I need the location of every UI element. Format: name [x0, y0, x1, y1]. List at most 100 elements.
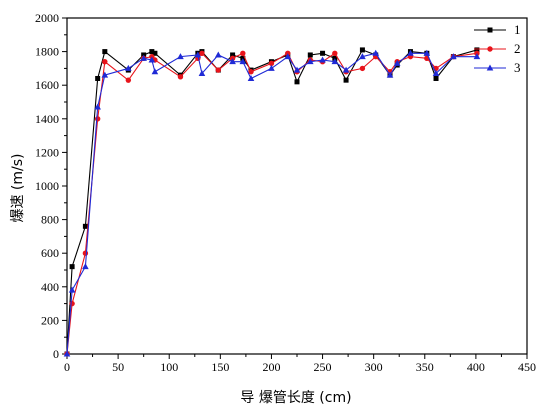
y-tick-label: 0: [53, 347, 59, 361]
series-3-point: [198, 69, 206, 76]
series-1-point: [230, 52, 236, 58]
series-layer: [63, 47, 481, 357]
x-tick-label: 150: [211, 360, 229, 374]
series-1-point: [294, 79, 300, 85]
series-2-point: [177, 74, 184, 80]
legend-label: 2: [514, 41, 521, 56]
series-2-point: [125, 77, 132, 83]
x-tick-label: 50: [112, 360, 124, 374]
series-1-point: [320, 50, 326, 56]
series-3: [63, 49, 481, 357]
series-1-point: [69, 264, 75, 270]
series-3-point: [229, 58, 236, 65]
series-3-point: [94, 103, 101, 110]
series-3-point: [319, 56, 326, 63]
series-3-point: [306, 58, 314, 65]
series-2-point: [82, 250, 89, 256]
series-3-point: [450, 53, 457, 60]
series-3-point: [342, 66, 350, 73]
series-3-point: [68, 286, 76, 293]
series-3-point: [372, 49, 380, 56]
legend-label: 1: [514, 22, 521, 37]
legend-item-3: 3: [474, 60, 521, 75]
x-tick-label: 250: [314, 360, 332, 374]
y-tick-label: 1800: [35, 45, 59, 59]
y-tick-label: 2000: [35, 11, 59, 25]
y-tick-label: 1400: [35, 112, 59, 126]
x-tick-label: 200: [262, 360, 280, 374]
series-2-point: [332, 50, 338, 56]
series-3-point: [125, 64, 132, 71]
series-1-point: [474, 47, 480, 53]
series-2-point: [240, 50, 246, 56]
series-3-point: [268, 64, 275, 71]
series-3-point: [331, 58, 339, 65]
series-1-point: [102, 49, 108, 55]
x-tick-label: 100: [160, 360, 178, 374]
legend-item-1: 1: [474, 22, 521, 37]
legend-item-2: 2: [474, 41, 521, 56]
series-3-point: [140, 54, 147, 61]
series-2-point: [359, 65, 366, 72]
series-1-point: [433, 75, 439, 81]
series-3-point: [293, 66, 301, 73]
x-tick-label: 400: [467, 360, 485, 374]
y-tick-label: 200: [41, 313, 59, 327]
series-3-point: [423, 49, 431, 56]
y-tick-label: 400: [41, 280, 59, 294]
y-tick-label: 1200: [35, 145, 59, 159]
series-3-point: [151, 68, 159, 75]
legend-label: 3: [514, 60, 521, 75]
series-3-point: [194, 51, 202, 58]
legend-marker: [486, 64, 494, 71]
series-3-point: [407, 49, 414, 56]
series-3-point: [393, 59, 401, 66]
series-1-line: [66, 49, 478, 355]
series-2-line: [66, 52, 477, 355]
legend: 1 2 3: [474, 22, 521, 75]
x-tick-label: 0: [64, 360, 70, 374]
series-1-point: [149, 49, 155, 55]
series-3-point: [177, 53, 184, 60]
series-2: [64, 50, 480, 357]
series-2-point: [268, 60, 275, 67]
series-1-point: [343, 77, 349, 83]
x-tick-label: 300: [365, 360, 383, 374]
y-axis-title: 爆速 (m/s): [10, 153, 26, 222]
series-1: [64, 47, 480, 357]
y-tick-label: 600: [41, 246, 59, 260]
series-2-point: [248, 69, 254, 75]
series-3-point: [63, 350, 71, 357]
y-tick-label: 1600: [35, 78, 59, 92]
x-tick-label: 450: [518, 360, 536, 374]
series-3-point: [239, 58, 247, 65]
series-1-point: [82, 223, 88, 229]
series-2-point: [94, 116, 101, 122]
series-1-point: [152, 50, 158, 56]
series-2-point: [102, 58, 108, 65]
y-axis-ticks: 0 200 400 600 800 1000 1200 1400 1600 1800 2000: [35, 11, 67, 361]
x-axis-ticks: 0 50 100 150 200 250 300 350 400 450: [64, 354, 536, 374]
series-1-point: [307, 52, 313, 58]
series-3-point: [82, 263, 89, 270]
series-3-point: [101, 71, 109, 78]
series-1-point: [95, 75, 101, 81]
x-tick-label: 350: [416, 360, 434, 374]
legend-marker: [487, 27, 493, 33]
series-3-point: [284, 53, 292, 60]
series-3-point: [473, 53, 481, 60]
series-3-point: [386, 71, 394, 78]
series-3-point: [148, 56, 156, 63]
y-tick-label: 1000: [35, 179, 59, 193]
series-2-point: [69, 300, 75, 307]
series-2-point: [215, 67, 221, 73]
x-axis-title: 导 爆管长度 (cm): [240, 390, 351, 406]
legend-marker: [487, 46, 493, 52]
series-3-point: [432, 69, 440, 76]
series-3-line: [66, 52, 477, 355]
series-3-point: [247, 74, 255, 81]
series-3-point: [359, 53, 366, 60]
y-tick-label: 800: [41, 213, 59, 227]
series-2-point: [199, 50, 205, 56]
